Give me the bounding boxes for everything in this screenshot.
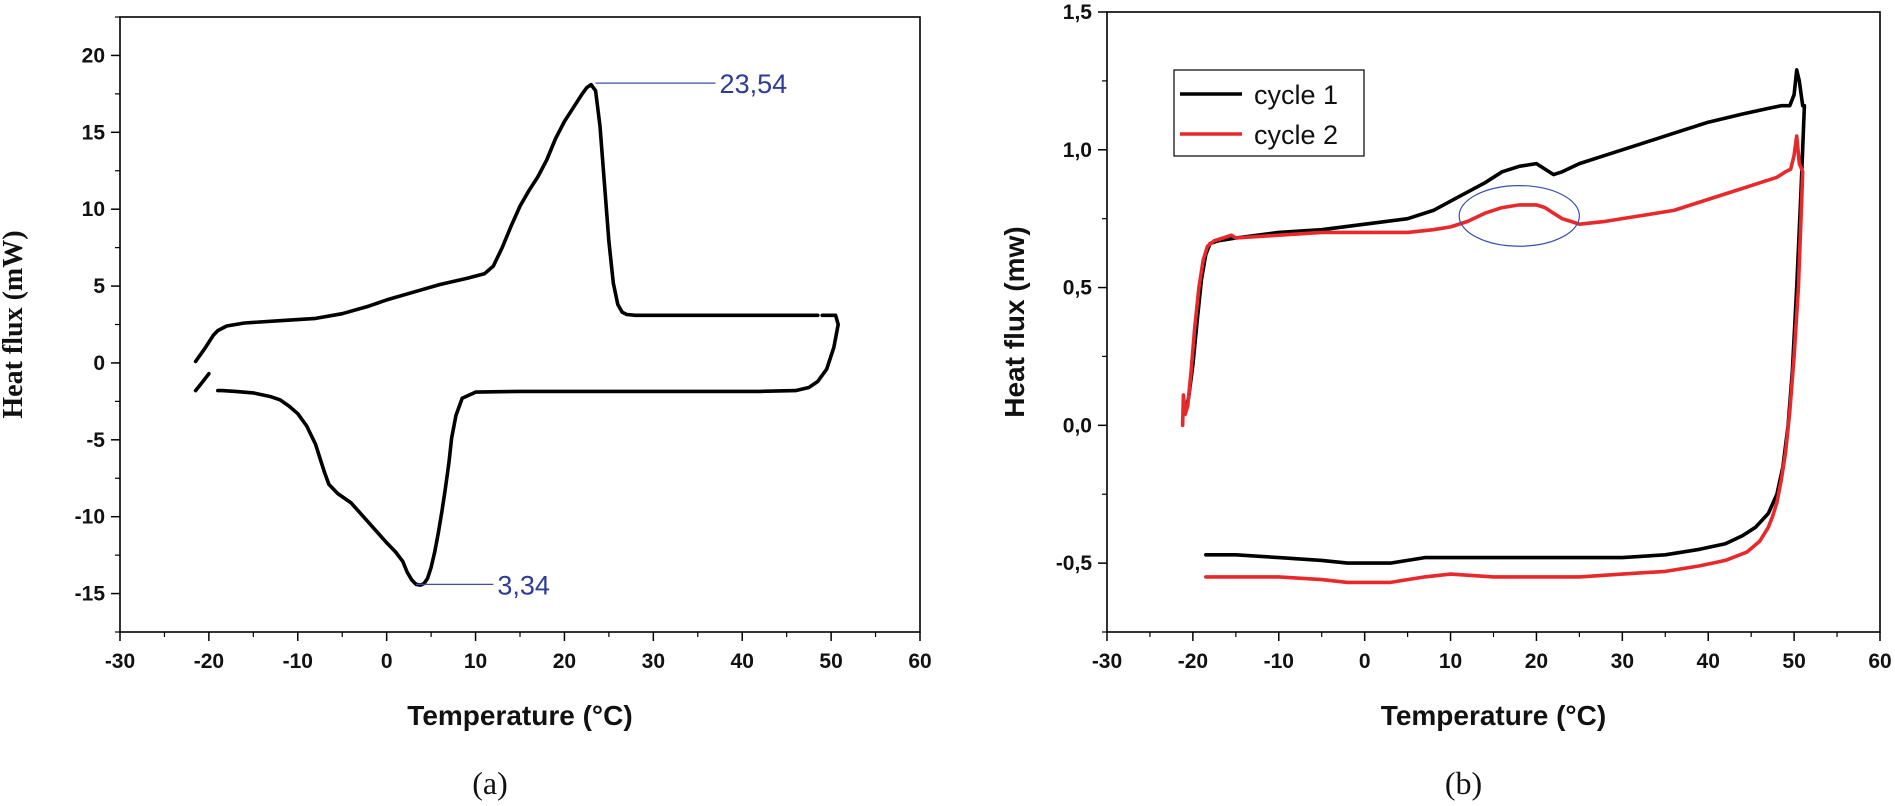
legend-box bbox=[1173, 69, 1365, 157]
y-axis-label-a: Heat flux (mW) bbox=[0, 230, 29, 418]
legend-label-cycle-2: cycle 2 bbox=[1254, 120, 1338, 150]
x-tick-label: 10 bbox=[464, 650, 487, 673]
x-tick-label: 40 bbox=[731, 650, 754, 673]
y-tick-label: 0 bbox=[93, 352, 105, 375]
x-tick-label: -30 bbox=[105, 650, 135, 673]
panel-caption-a: (a) bbox=[472, 765, 508, 801]
x-tick-label: -20 bbox=[1178, 650, 1208, 673]
x-tick-label: 60 bbox=[908, 650, 931, 673]
series-line-cooling bbox=[216, 313, 840, 587]
y-tick-label: 15 bbox=[82, 121, 106, 144]
annotation-label: 23,54 bbox=[720, 69, 788, 99]
y-tick-label: 10 bbox=[82, 198, 105, 221]
highlight-ellipse bbox=[1458, 185, 1580, 247]
y-tick-label: -15 bbox=[75, 583, 106, 606]
x-tick-label: 40 bbox=[1697, 650, 1720, 673]
x-axis-ticks-b: -30 -20 -10 0 10 20 30 40 50 60 bbox=[1092, 632, 1892, 673]
annotation-label: 3,34 bbox=[497, 570, 550, 600]
y-tick-label: -0,5 bbox=[1056, 552, 1093, 575]
y-axis-ticks-b: -0,5 0,0 0,5 1,0 1,5 bbox=[1056, 1, 1107, 633]
x-tick-label: -30 bbox=[1092, 650, 1122, 673]
series-group-b bbox=[1180, 68, 1807, 585]
x-tick-label: 60 bbox=[1868, 650, 1891, 673]
y-tick-label: 0,5 bbox=[1063, 277, 1093, 300]
series-line-cycle-1 bbox=[1182, 68, 1807, 565]
x-tick-label: 30 bbox=[1611, 650, 1634, 673]
x-tick-label: 50 bbox=[819, 650, 842, 673]
y-tick-label: 5 bbox=[93, 275, 105, 298]
x-tick-label: -10 bbox=[1264, 650, 1294, 673]
y-tick-label: 1,0 bbox=[1063, 139, 1092, 162]
y-axis-label-b: Heat flux (mw) bbox=[999, 226, 1030, 417]
y-axis-ticks-a: -15 -10 -5 0 5 10 15 20 bbox=[75, 16, 120, 633]
x-tick-label: -10 bbox=[283, 650, 313, 673]
y-tick-label: -10 bbox=[75, 506, 105, 529]
y-tick-label: -5 bbox=[86, 429, 105, 452]
x-tick-label: 20 bbox=[553, 650, 576, 673]
x-tick-label: 30 bbox=[642, 650, 665, 673]
series-line-heating bbox=[193, 82, 820, 364]
panel-caption-b: (b) bbox=[1445, 765, 1482, 801]
x-tick-label: 50 bbox=[1782, 650, 1805, 673]
annotations-a: 23,54 3,34 bbox=[416, 69, 787, 600]
y-tick-label: 0,0 bbox=[1063, 414, 1092, 437]
x-tick-label: 0 bbox=[1359, 650, 1371, 673]
series-group-a bbox=[193, 82, 840, 587]
x-tick-label: 10 bbox=[1439, 650, 1462, 673]
x-axis-label-a: Temperature (°C) bbox=[407, 700, 632, 731]
y-tick-label: 1,5 bbox=[1063, 1, 1093, 24]
panel-b-chart: -30 -20 -10 0 10 20 30 40 50 60 -0,50,00,51,01,5 … bbox=[999, 1, 1892, 801]
series-line-closing-segment bbox=[193, 371, 211, 393]
x-axis-label-b: Temperature (°C) bbox=[1381, 700, 1606, 731]
x-tick-label: 20 bbox=[1525, 650, 1548, 673]
legend: cycle 1 cycle 2 bbox=[1173, 69, 1365, 157]
y-tick-label: 20 bbox=[82, 44, 105, 67]
x-tick-label: 0 bbox=[381, 650, 393, 673]
x-tick-label: -20 bbox=[194, 650, 224, 673]
x-axis-ticks-a: -30 -20 -10 0 10 20 30 40 50 60 bbox=[105, 632, 932, 673]
series-line-cycle-2 bbox=[1180, 134, 1805, 585]
panel-a-chart: -30 -20 -10 0 10 20 30 40 50 60 -15-10-505101520 … bbox=[0, 16, 932, 801]
legend-label-cycle-1: cycle 1 bbox=[1254, 80, 1338, 110]
